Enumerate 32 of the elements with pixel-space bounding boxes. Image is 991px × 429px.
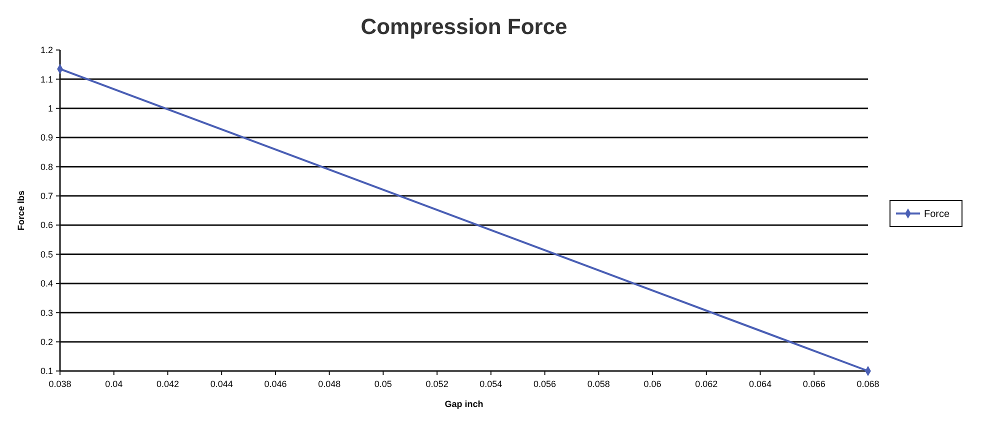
x-axis-title: Gap inch <box>444 399 484 409</box>
y-tick-label: 0.5 <box>40 249 53 260</box>
x-tick-label: 0.044 <box>210 379 233 389</box>
x-tick-label: 0.06 <box>644 379 662 389</box>
x-tick-label: 0.058 <box>587 379 610 389</box>
legend-label: Force <box>924 209 950 220</box>
y-tick-label: 0.9 <box>40 132 53 143</box>
x-tick-label: 0.04 <box>105 379 123 389</box>
y-axis-title: Force lbs <box>16 190 26 231</box>
x-tick-label: 0.064 <box>749 379 772 389</box>
x-tick-label: 0.056 <box>534 379 556 389</box>
x-tick-label: 0.038 <box>48 379 72 389</box>
x-tick-label: 0.046 <box>264 379 287 389</box>
x-tick-label: 0.068 <box>856 379 880 389</box>
x-tick-label: 0.05 <box>374 379 392 389</box>
x-tick-label: 0.062 <box>695 379 718 389</box>
y-tick-label: 0.6 <box>40 220 53 230</box>
y-tick-label: 0.3 <box>40 308 53 318</box>
y-tick-label: 1 <box>48 104 53 114</box>
x-tick-label: 0.054 <box>480 379 502 389</box>
y-tick-label: 0.8 <box>40 162 53 172</box>
y-tick-label: 0.2 <box>40 336 53 347</box>
x-tick-label: 0.048 <box>318 379 341 389</box>
x-tick-label: 0.052 <box>426 379 448 389</box>
x-tick-label: 0.066 <box>802 379 826 389</box>
x-tick-label: 0.042 <box>156 379 179 389</box>
y-tick-label: 1.1 <box>40 74 53 84</box>
y-tick-label: 0.7 <box>40 191 53 202</box>
y-tick-label: 0.1 <box>40 366 53 376</box>
chart-title: Compression Force <box>360 14 568 39</box>
y-tick-label: 1.2 <box>40 45 53 56</box>
y-tick-label: 0.4 <box>40 278 53 289</box>
